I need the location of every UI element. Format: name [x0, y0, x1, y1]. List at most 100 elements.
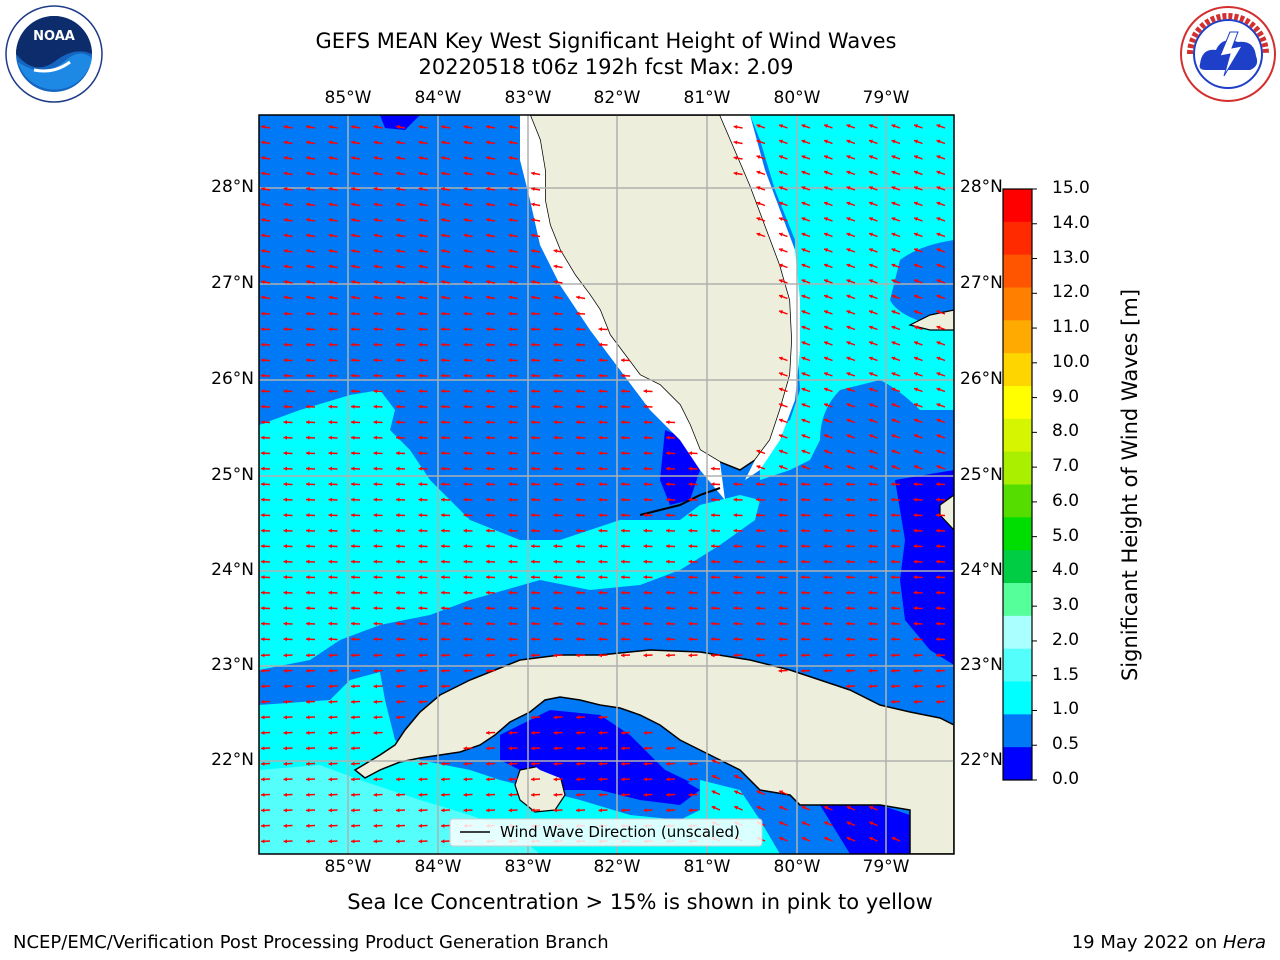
wind-wave-arrowhead [328, 528, 333, 533]
wind-wave-arrowhead [508, 513, 513, 518]
wind-wave-arrowhead [868, 575, 873, 580]
wind-wave-arrowhead [486, 792, 490, 797]
wind-wave-arrowhead [261, 295, 265, 300]
wind-wave-arrowhead [396, 544, 400, 549]
wind-wave-arrowhead [598, 404, 603, 409]
wind-wave-arrowhead [914, 372, 918, 377]
wind-wave-arrowhead [261, 761, 265, 766]
wind-wave-arrowhead [351, 653, 355, 658]
wind-wave-arrowhead [486, 358, 490, 363]
wind-wave-arrowhead [869, 139, 873, 144]
wind-wave-arrowhead [553, 466, 558, 471]
wind-wave-arrowhead [621, 606, 625, 611]
wind-wave-arrowhead [643, 420, 648, 425]
wind-wave-arrowhead [373, 528, 378, 533]
wind-wave-arrowhead [283, 342, 288, 347]
wind-wave-arrowhead [801, 263, 806, 268]
wind-wave-arrowhead [936, 201, 941, 206]
wind-wave-arrowhead [824, 201, 828, 206]
wind-wave-arrowhead [508, 420, 513, 425]
wind-wave-arrowhead [891, 418, 896, 423]
wind-wave-arrowhead [441, 559, 445, 564]
wind-wave-arrowhead [666, 621, 670, 626]
wind-wave-arrowhead [756, 559, 760, 564]
wind-wave-arrowhead [486, 202, 490, 207]
wind-wave-arrowhead [486, 637, 490, 642]
wind-wave-arrowhead [553, 777, 558, 782]
wind-wave-arrowhead [823, 482, 828, 487]
wind-wave-arrowhead [418, 482, 423, 487]
wind-wave-arrowhead [823, 668, 828, 673]
wind-wave-arrowhead [328, 466, 333, 471]
lat-label-right: 24°N [960, 560, 1003, 580]
wind-wave-arrowhead [486, 155, 490, 161]
wind-wave-arrowhead [823, 544, 828, 549]
wind-wave-arrowhead [463, 590, 468, 595]
wind-wave-arrowhead [688, 513, 693, 518]
lat-label-left: 24°N [211, 560, 254, 580]
wind-wave-arrowhead [418, 295, 423, 300]
wind-wave-arrowhead [396, 327, 400, 332]
wind-wave-arrowhead [283, 513, 288, 518]
wind-wave-arrowhead [373, 590, 378, 595]
wind-wave-arrowhead [553, 497, 558, 502]
wind-wave-arrowhead [576, 746, 580, 751]
wind-wave-arrowhead [283, 668, 288, 673]
wind-wave-arrowhead [733, 621, 738, 626]
wind-wave-arrowhead [531, 186, 535, 192]
wind-wave-arrowhead [598, 342, 603, 347]
wind-wave-arrowhead [486, 528, 490, 533]
wind-wave-arrowhead [576, 327, 580, 332]
wind-wave-arrowhead [688, 451, 693, 456]
wind-wave-arrowhead [283, 248, 288, 254]
wind-wave-arrowhead [328, 327, 333, 332]
wind-wave-arrowhead [261, 606, 265, 611]
wind-wave-arrowhead [531, 295, 535, 300]
wind-wave-arrowhead [531, 327, 535, 332]
coast-mask-fl-west [520, 115, 725, 500]
wind-wave-arrowhead [891, 294, 896, 299]
wind-wave-arrowhead [666, 637, 670, 642]
wind-wave-arrowhead [778, 559, 783, 564]
wind-wave-arrowhead [508, 248, 513, 254]
wind-wave-arrowhead [778, 544, 783, 549]
wind-wave-arrowhead [486, 653, 490, 658]
wind-wave-arrowhead [351, 637, 355, 642]
nws-logo [1180, 6, 1276, 102]
wind-wave-arrowhead [373, 621, 378, 626]
wind-wave-arrowhead [688, 482, 693, 487]
wind-wave-arrowhead [418, 513, 423, 518]
wind-wave-arrowhead [914, 232, 918, 237]
wind-wave-arrowhead [936, 544, 940, 549]
bahamas-land [908, 309, 954, 331]
wind-wave-arrowhead [846, 186, 851, 191]
wind-wave-arrowhead [824, 294, 828, 299]
wind-wave-arrowhead [846, 559, 850, 564]
wind-wave-arrowhead [801, 575, 805, 580]
wind-wave-arrowhead [688, 761, 693, 766]
wind-wave-arrowhead [373, 823, 378, 828]
wind-wave-arrowhead [801, 465, 806, 470]
wind-wave-arrowhead [441, 466, 445, 471]
wind-wave-arrowhead [306, 311, 310, 316]
wind-wave-arrowhead [801, 372, 806, 377]
colorbar-tick-label: 0.0 [1052, 769, 1080, 789]
wind-wave-arrowhead [779, 201, 783, 206]
wind-wave-arrowhead [868, 482, 873, 487]
wind-wave-arrowhead [306, 590, 310, 595]
wind-wave-arrowhead [598, 497, 603, 502]
cuba-land [353, 649, 954, 854]
wind-wave-arrowhead [936, 637, 940, 642]
wind-wave-arrowhead [914, 124, 918, 129]
wind-wave-arrowhead [531, 621, 535, 626]
wind-wave-arrowhead [306, 746, 310, 751]
wind-wave-arrowhead [913, 575, 918, 580]
wind-wave-arrowhead [666, 544, 670, 549]
wind-wave-arrowhead [328, 155, 333, 161]
wind-wave-arrowhead [373, 202, 378, 207]
wind-wave-arrowhead [824, 155, 828, 160]
wind-wave-arrowhead [508, 590, 513, 595]
wind-wave-arrowhead [891, 653, 895, 658]
wind-wave-arrowhead [891, 465, 896, 470]
wind-wave-arrowhead [711, 482, 715, 487]
